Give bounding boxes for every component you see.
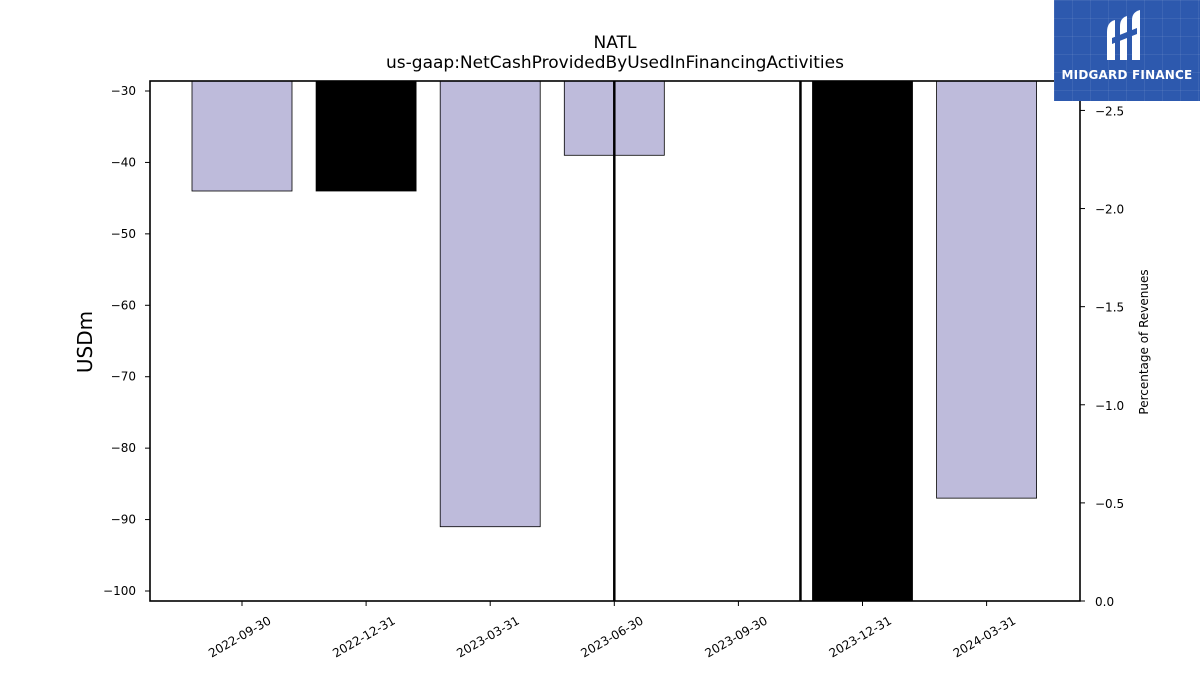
x-tick-label: 2022-09-30 xyxy=(206,613,273,660)
y-tick-label: −80 xyxy=(111,441,136,455)
y-tick-label: −100 xyxy=(103,584,136,598)
y2-tick-label: −0.5 xyxy=(1095,497,1124,511)
plot-frame xyxy=(149,80,1081,602)
x-tick-label: 2023-09-30 xyxy=(702,613,769,660)
y2-tick-label: −1.0 xyxy=(1095,399,1124,413)
logo-text: MIDGARD FINANCE xyxy=(1061,68,1193,82)
chart-subtitle: us-gaap:NetCashProvidedByUsedInFinancing… xyxy=(386,53,844,73)
midgard-finance-logo: MIDGARD FINANCE xyxy=(1054,0,1200,101)
bar-2022-12-31 xyxy=(315,80,417,192)
y-tick-label: −90 xyxy=(111,513,136,527)
bar-2022-09-30 xyxy=(191,80,293,192)
y2-tick-label: −2.0 xyxy=(1095,203,1124,217)
y2-tick-label: −1.5 xyxy=(1095,301,1124,315)
x-tick-label: 2024-03-31 xyxy=(951,613,1018,660)
y-tick-label: −30 xyxy=(111,84,136,98)
x-tick-label: 2022-12-31 xyxy=(330,613,397,660)
y-tick-label: −50 xyxy=(111,227,136,241)
y-tick-label: −40 xyxy=(111,155,136,169)
x-tick-label: 2023-03-31 xyxy=(454,613,521,660)
y-tick-label: −70 xyxy=(111,370,136,384)
y-tick-label: −60 xyxy=(111,298,136,312)
y-axis-label: USDm xyxy=(73,311,97,373)
bar-2024-03-31 xyxy=(936,80,1037,499)
plot-area: −30 −40 −50 −60 −70 −80 −90 −100 −2.5 −2.0 −1.5 −1.… xyxy=(103,80,1124,660)
y2-tick-label: 0.0 xyxy=(1095,595,1114,609)
y2-axis-label: Percentage of Revenues xyxy=(1137,269,1151,414)
x-tick-label: 2023-06-30 xyxy=(578,613,645,660)
chart-title: NATL xyxy=(594,33,637,53)
midgard-logo-icon xyxy=(1107,10,1140,60)
bar-2023-03-31 xyxy=(439,80,541,528)
x-tick-label: 2023-12-31 xyxy=(827,613,894,660)
y2-tick-label: −2.5 xyxy=(1095,104,1124,118)
bar-2023-12-31 xyxy=(812,80,913,602)
